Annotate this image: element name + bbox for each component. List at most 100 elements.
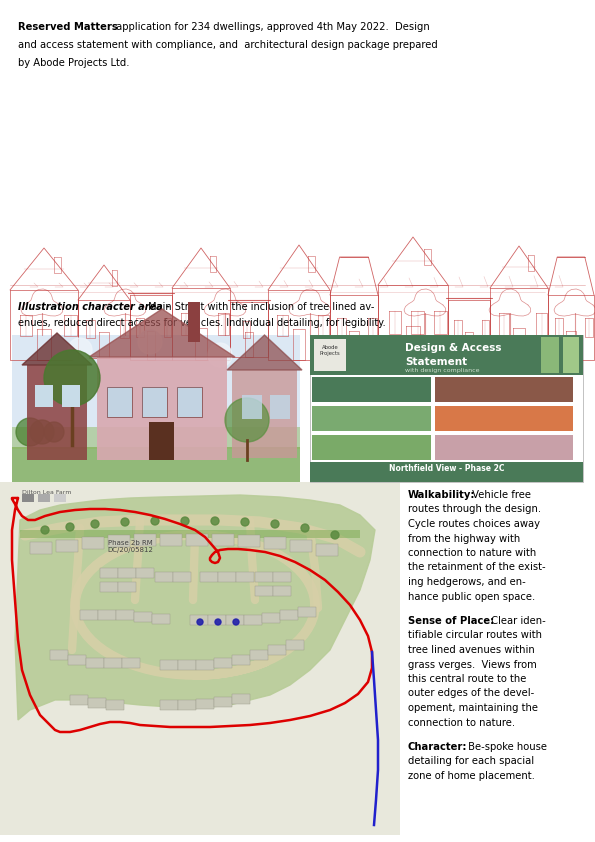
Circle shape xyxy=(151,517,159,525)
Bar xyxy=(30,542,52,554)
Bar xyxy=(232,370,297,458)
Bar xyxy=(255,586,273,596)
Bar xyxy=(27,365,87,460)
Bar xyxy=(312,406,431,431)
Text: this central route to the: this central route to the xyxy=(408,674,527,684)
Bar xyxy=(35,385,53,407)
Bar xyxy=(262,613,280,623)
Bar xyxy=(310,462,583,482)
Text: Phase 2b RM
DC/20/05812: Phase 2b RM DC/20/05812 xyxy=(107,540,153,553)
Bar xyxy=(106,700,124,710)
Bar xyxy=(134,612,152,622)
Bar xyxy=(200,572,218,582)
Bar xyxy=(435,377,573,402)
Bar xyxy=(214,697,232,707)
Text: connection to nature with: connection to nature with xyxy=(408,548,536,558)
Bar xyxy=(316,544,338,556)
Bar xyxy=(86,658,104,668)
Text: outer edges of the devel-: outer edges of the devel- xyxy=(408,689,534,699)
Bar xyxy=(178,660,196,670)
Text: enues, reduced direct access for vehicles. Individual detailing, for legibility.: enues, reduced direct access for vehicle… xyxy=(18,318,386,328)
Polygon shape xyxy=(227,335,302,370)
Bar xyxy=(255,572,273,582)
Circle shape xyxy=(41,526,49,534)
Bar xyxy=(435,435,573,460)
Circle shape xyxy=(197,619,203,625)
Bar xyxy=(0,482,400,835)
Bar xyxy=(244,615,262,625)
Circle shape xyxy=(301,524,309,532)
Text: Clear iden-: Clear iden- xyxy=(488,616,546,626)
Bar xyxy=(214,658,232,668)
Bar xyxy=(22,494,34,502)
Text: Dilton Lea Farm: Dilton Lea Farm xyxy=(22,490,71,495)
Bar xyxy=(134,534,156,546)
Bar xyxy=(435,406,573,431)
Text: Reserved Matters: Reserved Matters xyxy=(18,22,118,32)
Bar xyxy=(178,700,196,710)
Bar xyxy=(196,660,214,670)
Bar xyxy=(62,385,80,407)
Bar xyxy=(88,698,106,708)
Bar xyxy=(160,700,178,710)
Text: Illustration character area -: Illustration character area - xyxy=(18,302,170,312)
Text: Vehicle free: Vehicle free xyxy=(469,490,531,500)
Text: Walkability:: Walkability: xyxy=(408,490,475,500)
Text: opement, maintaining the: opement, maintaining the xyxy=(408,703,538,713)
Bar xyxy=(116,610,134,620)
Polygon shape xyxy=(22,333,92,365)
Text: with design compliance: with design compliance xyxy=(405,368,480,373)
Bar xyxy=(118,582,136,592)
Bar xyxy=(12,447,300,482)
Bar xyxy=(563,337,579,373)
Bar xyxy=(177,387,202,417)
Bar xyxy=(286,640,304,650)
Circle shape xyxy=(16,418,44,446)
Bar xyxy=(312,377,431,402)
Circle shape xyxy=(44,350,100,406)
Text: from the highway with: from the highway with xyxy=(408,534,520,543)
Bar xyxy=(268,645,286,655)
Circle shape xyxy=(44,422,64,442)
Bar xyxy=(218,572,236,582)
Bar xyxy=(107,387,132,417)
Text: ing hedgerows, and en-: ing hedgerows, and en- xyxy=(408,577,526,587)
Circle shape xyxy=(215,619,221,625)
Text: tifiable circular routes with: tifiable circular routes with xyxy=(408,631,542,641)
Circle shape xyxy=(211,517,219,525)
Bar xyxy=(155,572,173,582)
Circle shape xyxy=(241,518,249,526)
Text: Abode
Projects: Abode Projects xyxy=(320,345,340,356)
Bar xyxy=(270,395,290,419)
Bar xyxy=(173,572,191,582)
Bar xyxy=(188,302,200,342)
Bar xyxy=(238,535,260,547)
Bar xyxy=(196,699,214,709)
Polygon shape xyxy=(89,309,235,357)
Circle shape xyxy=(233,619,239,625)
Text: the retainment of the exist-: the retainment of the exist- xyxy=(408,562,546,573)
Text: detailing for each spacial: detailing for each spacial xyxy=(408,756,534,766)
Bar xyxy=(12,427,300,449)
Circle shape xyxy=(208,343,232,367)
Bar xyxy=(54,494,66,502)
Bar xyxy=(12,335,300,482)
Text: Northfield View - Phase 2C: Northfield View - Phase 2C xyxy=(389,464,504,473)
Bar xyxy=(280,610,298,620)
Bar xyxy=(226,615,244,625)
Bar xyxy=(142,387,167,417)
Bar xyxy=(118,568,136,578)
Bar xyxy=(312,435,431,460)
Bar xyxy=(100,568,118,578)
Text: grass verges.  Views from: grass verges. Views from xyxy=(408,659,537,669)
Circle shape xyxy=(121,518,129,526)
Bar xyxy=(242,395,262,419)
Text: Cycle routes choices away: Cycle routes choices away xyxy=(408,519,540,529)
Text: Design & Access: Design & Access xyxy=(405,343,502,353)
Bar xyxy=(68,655,86,665)
Bar xyxy=(38,494,50,502)
Text: zone of home placement.: zone of home placement. xyxy=(408,771,535,781)
Circle shape xyxy=(181,517,189,525)
Bar xyxy=(314,339,346,371)
Bar xyxy=(108,535,130,547)
